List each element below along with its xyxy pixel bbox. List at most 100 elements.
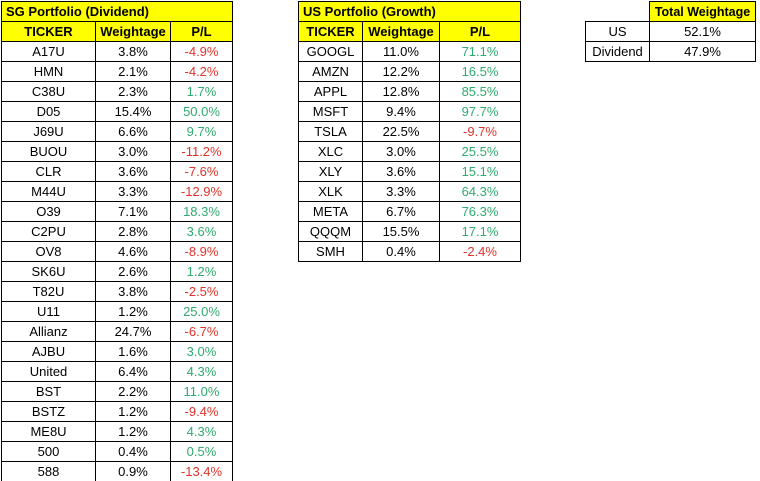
pl-cell[interactable]: 1.2% [170,261,233,282]
weightage-cell[interactable]: 3.0% [362,141,440,162]
label-cell[interactable]: Dividend [585,41,650,62]
ticker-cell[interactable]: 588 [1,461,96,481]
us-table-title[interactable]: US Portfolio (Growth) [298,1,521,22]
pl-cell[interactable]: 3.0% [170,341,233,362]
weightage-cell[interactable]: 24.7% [95,321,171,342]
weightage-cell[interactable]: 12.8% [362,81,440,102]
ticker-cell[interactable]: MSFT [298,101,363,122]
weightage-cell[interactable]: 3.8% [95,41,171,62]
label-cell[interactable]: US [585,21,650,42]
weightage-cell[interactable]: 1.2% [95,301,171,322]
us-header-pl[interactable]: P/L [439,21,521,42]
pl-cell[interactable]: -4.9% [170,41,233,62]
pl-cell[interactable]: 3.6% [170,221,233,242]
ticker-cell[interactable]: APPL [298,81,363,102]
weightage-cell[interactable]: 6.4% [95,361,171,382]
weightage-cell[interactable]: 6.6% [95,121,171,142]
weightage-cell[interactable]: 12.2% [362,61,440,82]
weightage-cell[interactable]: 3.6% [362,161,440,182]
weightage-cell[interactable]: 3.8% [95,281,171,302]
value-cell[interactable]: 47.9% [649,41,756,62]
weightage-cell[interactable]: 3.0% [95,141,171,162]
ticker-cell[interactable]: HMN [1,61,96,82]
ticker-cell[interactable]: BUOU [1,141,96,162]
weightage-cell[interactable]: 1.6% [95,341,171,362]
weightage-cell[interactable]: 15.4% [95,101,171,122]
sg-table-title[interactable]: SG Portfolio (Dividend) [1,1,233,22]
pl-cell[interactable]: -4.2% [170,61,233,82]
pl-cell[interactable]: 18.3% [170,201,233,222]
ticker-cell[interactable]: TSLA [298,121,363,142]
pl-cell[interactable]: 15.1% [439,161,521,182]
ticker-cell[interactable]: XLC [298,141,363,162]
ticker-cell[interactable]: A17U [1,41,96,62]
ticker-cell[interactable]: QQQM [298,221,363,242]
weightage-cell[interactable]: 2.2% [95,381,171,402]
weightage-cell[interactable]: 3.6% [95,161,171,182]
pl-cell[interactable]: -8.9% [170,241,233,262]
ticker-cell[interactable]: Allianz [1,321,96,342]
pl-cell[interactable]: 4.3% [170,361,233,382]
pl-cell[interactable]: -9.7% [439,121,521,142]
weightage-cell[interactable]: 9.4% [362,101,440,122]
ticker-cell[interactable]: T82U [1,281,96,302]
ticker-cell[interactable]: BST [1,381,96,402]
weightage-cell[interactable]: 2.6% [95,261,171,282]
weightage-cell[interactable]: 7.1% [95,201,171,222]
ticker-cell[interactable]: C2PU [1,221,96,242]
pl-cell[interactable]: 50.0% [170,101,233,122]
ticker-cell[interactable]: CLR [1,161,96,182]
weightage-cell[interactable]: 11.0% [362,41,440,62]
weightage-cell[interactable]: 0.4% [362,241,440,262]
ticker-cell[interactable]: U11 [1,301,96,322]
ticker-cell[interactable]: XLK [298,181,363,202]
weightage-cell[interactable]: 1.2% [95,421,171,442]
sg-header-weightage[interactable]: Weightage [95,21,171,42]
weightage-cell[interactable]: 0.4% [95,441,171,462]
pl-cell[interactable]: 16.5% [439,61,521,82]
weightage-cell[interactable]: 0.9% [95,461,171,481]
pl-cell[interactable]: -12.9% [170,181,233,202]
pl-cell[interactable]: 76.3% [439,201,521,222]
pl-cell[interactable]: 97.7% [439,101,521,122]
ticker-cell[interactable]: United [1,361,96,382]
total-table-title[interactable]: Total Weightage [649,1,756,22]
pl-cell[interactable]: 9.7% [170,121,233,142]
pl-cell[interactable]: 25.5% [439,141,521,162]
pl-cell[interactable]: 64.3% [439,181,521,202]
weightage-cell[interactable]: 15.5% [362,221,440,242]
ticker-cell[interactable]: AJBU [1,341,96,362]
pl-cell[interactable]: 85.5% [439,81,521,102]
weightage-cell[interactable]: 2.8% [95,221,171,242]
weightage-cell[interactable]: 2.3% [95,81,171,102]
ticker-cell[interactable]: D05 [1,101,96,122]
pl-cell[interactable]: 25.0% [170,301,233,322]
weightage-cell[interactable]: 4.6% [95,241,171,262]
ticker-cell[interactable]: C38U [1,81,96,102]
pl-cell[interactable]: 17.1% [439,221,521,242]
pl-cell[interactable]: -11.2% [170,141,233,162]
weightage-cell[interactable]: 1.2% [95,401,171,422]
pl-cell[interactable]: -13.4% [170,461,233,481]
value-cell[interactable]: 52.1% [649,21,756,42]
ticker-cell[interactable]: J69U [1,121,96,142]
ticker-cell[interactable]: ME8U [1,421,96,442]
ticker-cell[interactable]: 500 [1,441,96,462]
ticker-cell[interactable]: META [298,201,363,222]
pl-cell[interactable]: 4.3% [170,421,233,442]
pl-cell[interactable]: -6.7% [170,321,233,342]
ticker-cell[interactable]: BSTZ [1,401,96,422]
pl-cell[interactable]: -7.6% [170,161,233,182]
ticker-cell[interactable]: SK6U [1,261,96,282]
pl-cell[interactable]: -9.4% [170,401,233,422]
ticker-cell[interactable]: M44U [1,181,96,202]
ticker-cell[interactable]: AMZN [298,61,363,82]
sg-header-pl[interactable]: P/L [170,21,233,42]
ticker-cell[interactable]: GOOGL [298,41,363,62]
ticker-cell[interactable]: OV8 [1,241,96,262]
pl-cell[interactable]: -2.4% [439,241,521,262]
weightage-cell[interactable]: 22.5% [362,121,440,142]
us-header-weightage[interactable]: Weightage [362,21,440,42]
weightage-cell[interactable]: 2.1% [95,61,171,82]
sg-header-ticker[interactable]: TICKER [1,21,96,42]
